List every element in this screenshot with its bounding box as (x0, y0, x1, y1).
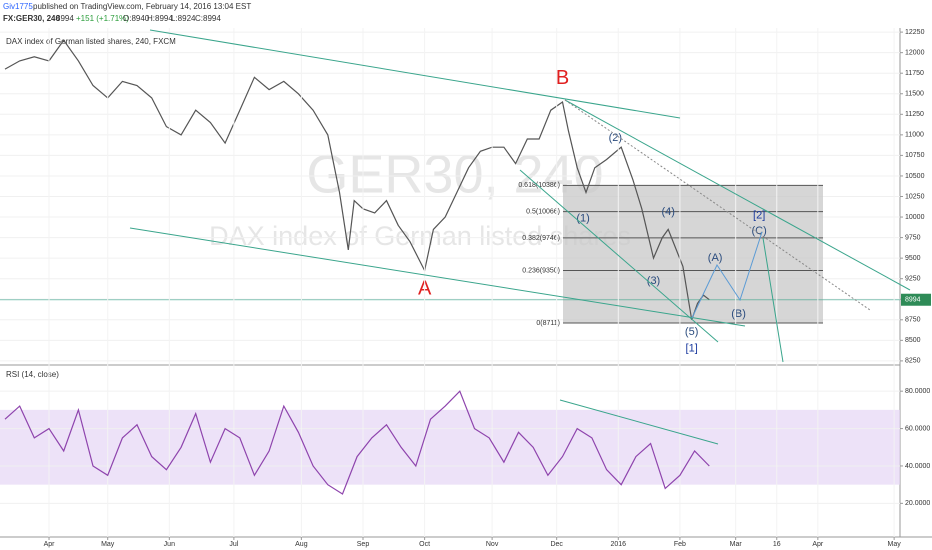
wave-label: [2] (753, 209, 765, 221)
wave-label: (3) (647, 275, 660, 287)
y-tick-label: 8250 (905, 358, 921, 365)
projection (691, 231, 763, 319)
watermark-subtitle: DAX index of German listed shares (209, 221, 631, 251)
rsi-trendline (559, 399, 719, 445)
watermark: GER30, 240 (306, 144, 603, 204)
trendlines (129, 29, 911, 445)
wave-label: (2) (609, 132, 622, 144)
x-tick-label: Apr (812, 541, 824, 548)
y-tick-label: 10750 (905, 152, 925, 159)
high: H:8994 (147, 14, 173, 23)
rsi-band (0, 409, 900, 485)
y-tick-label: 8750 (905, 317, 921, 324)
last-price-label: 8994 (905, 297, 921, 304)
x-tick-label: Dec (550, 541, 563, 548)
fib-label: 0.5(10066) (526, 208, 560, 215)
x-tick-label: 16 (773, 541, 781, 548)
trendline (519, 169, 719, 343)
x-tick-label: Mar (730, 541, 743, 548)
y-tick-label: 8500 (905, 337, 921, 344)
series-line (4, 390, 710, 495)
wave-label: (B) (731, 308, 746, 320)
y-tick-label: 9250 (905, 276, 921, 283)
y-tick-label: 11000 (905, 132, 924, 139)
x-tick-label: Nov (486, 541, 499, 548)
fib-label: 0(8711) (536, 320, 560, 327)
y-tick-label: 60.0000 (905, 425, 930, 432)
fib-box (563, 185, 823, 323)
y-tick-label: 10500 (905, 173, 925, 180)
trendline (762, 237, 784, 363)
y-tick-label: 9750 (905, 234, 921, 241)
wave-label: (5) (685, 326, 698, 338)
fib-label: 0.382(9746) (522, 235, 560, 242)
y-tick-label: 9500 (905, 255, 921, 262)
y-tick-label: 40.0000 (905, 463, 930, 470)
x-tick-label: Jul (229, 541, 238, 548)
rsi-title: RSI (14, close) (6, 370, 59, 379)
y-tick-label: 12000 (905, 50, 925, 57)
fib-label: 0.618(10386) (518, 182, 560, 189)
y-tick-label: 10250 (905, 193, 925, 200)
x-tick-label: Sep (357, 541, 370, 548)
author[interactable]: Giv1775 (3, 2, 33, 11)
y-tick-label: 12250 (905, 29, 925, 36)
y-tick-label: 11500 (905, 91, 924, 98)
wave-label: (A) (708, 252, 723, 264)
price: 8994 (56, 14, 74, 23)
x-tick-label: May (888, 541, 902, 548)
symbol: FX:GER30, 240 (3, 14, 60, 23)
x-tick-label: May (101, 541, 115, 548)
panel-title: DAX index of German listed shares, 240, … (6, 37, 176, 46)
plot-layer: 8250850087509000925095009750100001025010… (0, 28, 931, 548)
x-tick-label: Apr (44, 541, 56, 548)
y-tick-label: 10000 (905, 214, 925, 221)
change: +151 (+1.71%) (76, 14, 129, 23)
published: published on TradingView.com, February 1… (33, 2, 251, 11)
open: O:8940 (123, 14, 150, 23)
dotted-line (564, 99, 871, 311)
y-tick-label: 11250 (905, 111, 924, 118)
wave-label: [1] (686, 342, 698, 354)
trendline (129, 227, 746, 327)
wave-label: (4) (661, 206, 674, 218)
wave-label: (1) (576, 213, 589, 225)
series-line (4, 39, 710, 321)
wave-label: B (556, 67, 569, 89)
y-tick-label: 80.0000 (905, 388, 930, 395)
last-price-tag (901, 293, 931, 306)
close: C:8994 (195, 14, 221, 23)
y-tick-label: 20.0000 (905, 500, 930, 507)
trendline (149, 29, 681, 119)
wave-label: (C) (752, 225, 767, 237)
x-tick-label: Jun (164, 541, 175, 548)
x-tick-label: Oct (419, 541, 430, 548)
trendline (564, 99, 911, 291)
fib-label: 0.236(9350) (522, 267, 560, 274)
y-tick-label: 11750 (905, 70, 924, 77)
x-tick-label: Feb (674, 541, 686, 548)
x-tick-label: Aug (295, 541, 308, 548)
low: L:8924 (171, 14, 196, 23)
x-tick-label: 2016 (611, 541, 627, 548)
